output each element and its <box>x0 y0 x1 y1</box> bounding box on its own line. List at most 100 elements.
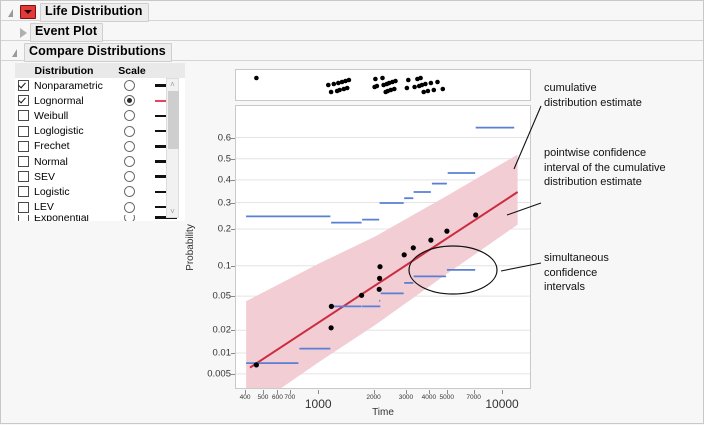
section-life-distribution[interactable]: Life Distribution <box>7 2 149 22</box>
section-compare-distributions[interactable]: Compare Distributions <box>11 42 172 62</box>
section-event-plot[interactable]: Event Plot <box>17 22 104 42</box>
x-tick-label: 700 <box>284 394 296 401</box>
disclosure-triangle-open-icon[interactable] <box>7 7 18 18</box>
distribution-checkbox[interactable] <box>18 110 29 122</box>
scroll-down-arrow-icon[interactable]: ˅ <box>170 207 175 216</box>
x-tick-label: 4000 <box>421 394 437 401</box>
event-dot <box>431 87 437 93</box>
event-dot <box>392 86 397 92</box>
section-title-compare-distributions: Compare Distributions <box>24 42 172 62</box>
event-dot <box>393 78 398 84</box>
y-tick-label: 0.6 <box>217 132 231 144</box>
distribution-checkbox[interactable] <box>18 186 29 198</box>
disclosure-triangle-open-icon[interactable] <box>11 47 22 58</box>
distribution-row[interactable]: Logistic <box>15 184 185 200</box>
distribution-label: Weibull <box>34 109 69 122</box>
distribution-list-scrollbar[interactable]: ˄ ˅ <box>166 78 179 218</box>
x-tick-label: 400 <box>239 394 251 401</box>
scale-radio[interactable] <box>123 214 135 221</box>
y-tick-label: 0.005 <box>207 368 231 380</box>
event-dot <box>380 75 385 81</box>
distribution-checkbox[interactable] <box>18 80 29 92</box>
x-tick-label: 7000 <box>466 394 481 401</box>
event-dot <box>412 84 417 90</box>
event-dot <box>404 85 410 91</box>
data-point <box>377 275 383 281</box>
distribution-checkbox[interactable] <box>18 156 29 168</box>
scale-radio[interactable] <box>123 140 135 152</box>
scale-radio[interactable] <box>123 125 135 137</box>
data-point <box>253 362 259 368</box>
distribution-checkbox[interactable] <box>18 214 29 221</box>
column-header-distribution: Distribution <box>34 64 94 77</box>
strip-plot <box>235 69 531 101</box>
scale-radio-cell[interactable] <box>110 110 147 122</box>
event-dot <box>331 81 337 87</box>
event-dot <box>419 82 425 88</box>
scale-radio-cell[interactable] <box>110 140 147 152</box>
scale-radio-cell[interactable] <box>110 171 147 183</box>
scale-radio-cell[interactable] <box>110 125 147 137</box>
distribution-checkbox[interactable] <box>18 171 29 183</box>
probability-plot-canvas <box>236 126 530 388</box>
distribution-row[interactable]: Weibull <box>15 108 185 124</box>
scale-radio[interactable] <box>123 95 135 107</box>
distribution-row[interactable]: Loglogistic <box>15 123 185 139</box>
event-dot <box>346 77 352 83</box>
probability-plot <box>235 105 531 389</box>
distribution-label: LEV <box>34 201 54 214</box>
distribution-row[interactable]: LEV <box>15 199 185 215</box>
x-tick-mark <box>405 390 407 394</box>
scale-radio-cell[interactable] <box>110 201 147 213</box>
scale-radio-cell[interactable] <box>110 156 147 168</box>
y-tick-mark <box>231 158 235 160</box>
scale-radio[interactable] <box>123 80 135 92</box>
disclosure-triangle-closed-icon[interactable] <box>17 27 28 38</box>
red-triangle-menu-icon[interactable] <box>20 5 36 19</box>
distribution-checkbox[interactable] <box>18 125 29 137</box>
event-dot <box>374 83 380 89</box>
data-point <box>473 212 479 218</box>
x-tick-mark <box>277 390 279 394</box>
event-dot <box>373 76 378 82</box>
y-tick-mark <box>231 296 235 298</box>
column-header-scale: Scale <box>118 64 146 77</box>
scale-radio-cell[interactable] <box>110 95 147 107</box>
distribution-checkbox[interactable] <box>18 95 29 107</box>
scale-radio[interactable] <box>123 171 135 183</box>
distribution-row[interactable]: Lognormal <box>15 93 185 109</box>
y-axis: 0.005 0.01 0.02 0.05 0.1 0.2 0.3 0.4 0.5 0.6 <box>191 105 235 389</box>
scale-radio-cell[interactable] <box>110 214 147 221</box>
scale-radio[interactable] <box>123 156 135 168</box>
scale-radio[interactable] <box>123 110 135 122</box>
x-axis-label: Time <box>372 407 394 418</box>
x-tick-mark <box>262 390 264 394</box>
y-tick-label: 0.5 <box>217 153 231 165</box>
scale-radio-cell[interactable] <box>110 80 147 92</box>
scroll-up-arrow-icon[interactable]: ˄ <box>170 80 175 89</box>
scale-radio[interactable] <box>123 201 135 213</box>
distribution-checkbox[interactable] <box>18 201 29 213</box>
event-dot <box>435 79 440 85</box>
y-tick-label: 0.02 <box>212 324 232 336</box>
distribution-row[interactable]: Exponential <box>15 214 185 221</box>
data-point <box>359 292 365 298</box>
x-tick-label: 1000 <box>304 397 332 411</box>
distribution-row[interactable]: SEV <box>15 169 185 185</box>
y-tick-label: 0.1 <box>217 260 231 272</box>
annotation-cumulative: cumulative distribution estimate <box>544 82 642 109</box>
distribution-table-header: Distribution Scale <box>15 63 185 78</box>
divider-3 <box>1 60 703 61</box>
distribution-row[interactable]: Normal <box>15 153 185 170</box>
scale-radio[interactable] <box>123 186 135 198</box>
distribution-checkbox[interactable] <box>18 140 29 152</box>
scrollbar-thumb[interactable] <box>168 91 179 149</box>
distribution-row[interactable]: Frechet <box>15 138 185 154</box>
y-tick-label: 0.2 <box>217 223 231 235</box>
data-point <box>410 245 416 251</box>
x-tick-mark <box>373 390 375 394</box>
section-title-life-distribution: Life Distribution <box>40 2 149 22</box>
distribution-row[interactable]: Nonparametric <box>15 78 185 94</box>
scale-radio-cell[interactable] <box>110 186 147 198</box>
